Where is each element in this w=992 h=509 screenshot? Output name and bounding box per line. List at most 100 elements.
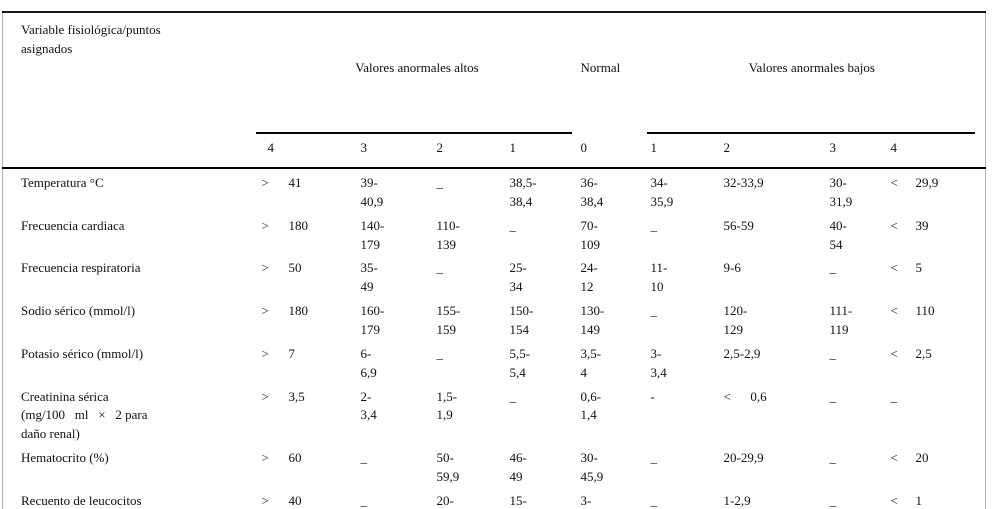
variable-label: Recuento de leucocitos (total/mm³ × 1.00… [21,492,142,508]
variable-label: Frecuencia respiratoria [21,260,141,276]
table-row-2: Frecuencia respiratoria > 50 35- 49 _ 25… [3,254,986,297]
cell-low-1: 11- 10 [650,260,668,295]
cell-high-4-value: 60 [288,450,302,466]
cell-high-3: 140- 179 [360,217,385,252]
cell-high-3: _ [360,450,368,466]
cell-high-3: 39- 40,9 [360,175,384,209]
cell-high-3: 6- 6,9 [360,345,377,380]
cell-high-4-symbol: > [261,175,269,191]
cell-high-3: 35- 49 [360,260,378,295]
cell-low-3: _ [829,450,837,466]
cell-low-4-symbol: < [890,450,898,466]
cell-low-4-value: 5 [915,260,923,276]
cell-high-1: _ [509,388,517,404]
cell-low-4-symbol: _ [890,388,898,404]
points-header-high-1: 1 [505,134,577,170]
group-header-normal: Normal [577,12,647,134]
cell-high-4-symbol: > [261,260,269,276]
table-row-3: Sodio sérico (mmol/l) > 180 160- 179 155… [3,297,986,340]
points-header-low-4: 4 [884,134,986,170]
cell-high-3: _ [360,492,368,508]
cell-low-1: 3- 3,4 [650,345,667,380]
cell-high-2: 1,5- 1,9 [436,388,458,423]
cell-low-2: 56-59 [723,217,754,233]
cell-normal-0: 0,6- 1,4 [580,388,602,423]
points-header-low-3: 3 [825,134,885,170]
column-header-variable: Variable fisiológica/puntos asignados [2,12,256,170]
cell-normal-0: 70- 109 [580,217,601,252]
cell-high-3: 2- 3,4 [360,388,377,423]
cell-low-4-value: 2,5 [915,345,932,361]
group-header-row: Variable fisiológica/puntos asignados Va… [2,12,986,170]
cell-low-4-symbol: < [890,217,898,233]
cell-low-3: 111- 119 [829,303,853,337]
cell-low-2: 1-2,9 [723,492,751,508]
cell-low-1: _ [650,492,658,508]
cell-low-1: 34- 35,9 [650,175,674,209]
cell-high-1: 5,5- 5,4 [509,345,531,380]
cell-low-4-value: 39 [915,217,929,233]
cell-low-2: 9-6 [723,260,741,276]
cell-normal-0: 30- 45,9 [580,450,604,484]
cell-high-4-value: 3,5 [288,388,305,404]
cell-high-3: 160- 179 [360,303,385,337]
table-row-7: Recuento de leucocitos (total/mm³ × 1.00… [3,487,986,509]
points-header-high-3: 3 [356,134,433,170]
cell-normal-0: 3- 14,9 [580,492,592,508]
cell-normal-0: 130- 149 [580,303,605,337]
cell-high-4-value: 7 [288,345,296,361]
cell-high-1: 150- 154 [509,303,534,337]
variable-label: Hematocrito (%) [21,450,109,466]
variable-label: Sodio sérico (mmol/l) [21,303,136,319]
cell-high-4-symbol: > [261,492,269,508]
cell-high-2: 20- 39,9 [436,492,454,508]
cell-high-2: 155- 159 [436,303,461,337]
points-header-high-4: 4 [255,134,357,170]
variable-label: Potasio sérico (mmol/l) [21,345,144,361]
table-body: Temperatura °C > 41 39- 40,9 _ 38,5- 38,… [3,168,986,509]
cell-high-4-symbol: > [261,345,269,361]
table-row-4: Potasio sérico (mmol/l) > 7 6- 6,9 _ 5,5… [3,340,986,383]
cell-low-2: 32-33,9 [723,175,764,191]
cell-low-1: _ [650,450,658,466]
cell-high-2: _ [436,260,444,276]
cell-low-4-value: 20 [915,450,929,466]
normal-title: Normal [580,59,621,75]
points-header-high-2: 2 [432,134,506,170]
cell-low-3: 30- 31,9 [829,175,853,209]
cell-high-2: _ [436,175,444,191]
cell-normal-0: 36- 38,4 [580,175,604,209]
table-header: Variable fisiológica/puntos asignados Va… [2,12,986,170]
cell-high-4-value: 41 [288,175,302,191]
cell-normal-0: 24- 12 [580,260,598,295]
cell-normal-0: 3,5- 4 [580,345,602,380]
table-row-6: Hematocrito (%) > 60 _ 50- 59,9 46- 49 3… [3,444,986,487]
cell-high-4-value: 180 [288,217,309,233]
cell-low-4-symbol: < [890,260,898,276]
points-header-low-2: 2 [719,134,826,170]
cell-high-2: 110- 139 [436,217,460,252]
cell-low-2: 20-29,9 [723,450,764,466]
cell-high-4-value: 40 [288,492,302,508]
cell-high-1: 46- 49 [509,450,527,484]
physiologic-variables-table: Variable fisiológica/puntos asignados Va… [2,11,987,509]
variable-label: Temperatura °C [21,175,104,191]
cell-low-3: _ [829,345,837,361]
low-abnormal-underline [646,132,976,135]
cell-high-4-symbol: > [261,450,269,466]
cell-low-3: _ [829,260,837,276]
points-header-normal-0: 0 [576,134,647,170]
cell-low-2: 120- 129 [723,303,748,337]
cell-low-1: - [650,388,655,404]
cell-high-4-symbol: > [261,217,269,233]
cell-low-4-symbol: < [890,345,898,361]
low-abnormal-title: Valores anormales bajos [748,59,875,75]
table-row-0: Temperatura °C > 41 39- 40,9 _ 38,5- 38,… [3,168,986,212]
variable-label: Frecuencia cardiaca [21,217,125,233]
table-row-5: Creatinina sérica (mg/100 ml × 2 para da… [3,383,986,445]
cell-low-4-symbol: < [890,492,898,508]
cell-low-4-value: 29,9 [915,175,939,191]
cell-low-3: _ [829,388,837,404]
cell-low-4-value: 1 [915,492,923,508]
